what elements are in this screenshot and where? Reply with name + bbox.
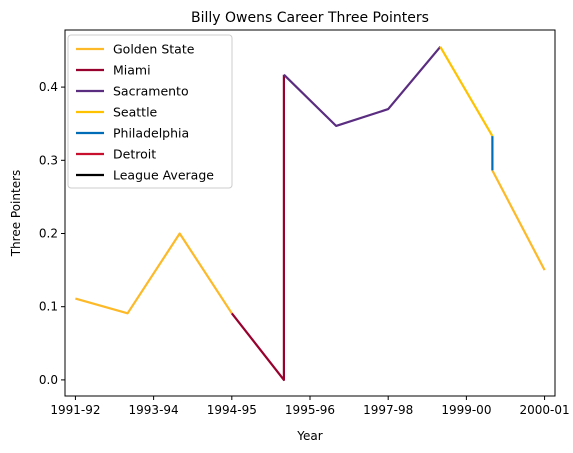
legend-label: Seattle — [113, 105, 158, 120]
chart-title: Billy Owens Career Three Pointers — [191, 10, 429, 26]
y-tick-label: 0.1 — [39, 300, 58, 314]
x-tick-label: 1995-96 — [285, 403, 335, 417]
series-line-seattle — [439, 46, 494, 137]
x-tick-label: 1993-94 — [129, 403, 179, 417]
y-axis-label: Three Pointers — [9, 170, 23, 258]
series-line-continuation-7 — [491, 169, 546, 271]
x-tick-label: 2000-01 — [520, 403, 570, 417]
x-tick-label: 1999-00 — [441, 403, 491, 417]
x-tick-label: 1994-95 — [207, 403, 257, 417]
legend-label: Sacramento — [113, 84, 189, 99]
legend-label: Golden State — [113, 42, 195, 57]
y-tick-label: 0.2 — [39, 226, 58, 240]
y-axis: 0.0 0.1 0.2 0.3 0.4 — [39, 80, 65, 387]
legend-label: Philadelphia — [113, 126, 189, 141]
x-tick-label: 1997-98 — [363, 403, 413, 417]
y-tick-label: 0.3 — [39, 153, 58, 167]
legend-label: League Average — [113, 168, 214, 183]
plot-area — [75, 46, 546, 381]
legend: Golden State Miami Sacramento Seattle Philad… — [67, 34, 233, 189]
x-axis-label: Year — [296, 429, 322, 443]
x-axis: 1991-92 1993-94 1994-95 1995-96 1997-98 1999-… — [50, 396, 570, 417]
y-tick-label: 0.0 — [39, 373, 58, 387]
x-tick-label: 1991-92 — [50, 403, 100, 417]
series-line-sacramento — [283, 46, 442, 127]
legend-label: Miami — [113, 63, 151, 78]
series-line-golden-state — [75, 232, 233, 315]
series-line-miami — [230, 74, 285, 381]
legend-box — [67, 34, 233, 189]
y-tick-label: 0.4 — [39, 80, 58, 94]
legend-label: Detroit — [113, 147, 156, 162]
